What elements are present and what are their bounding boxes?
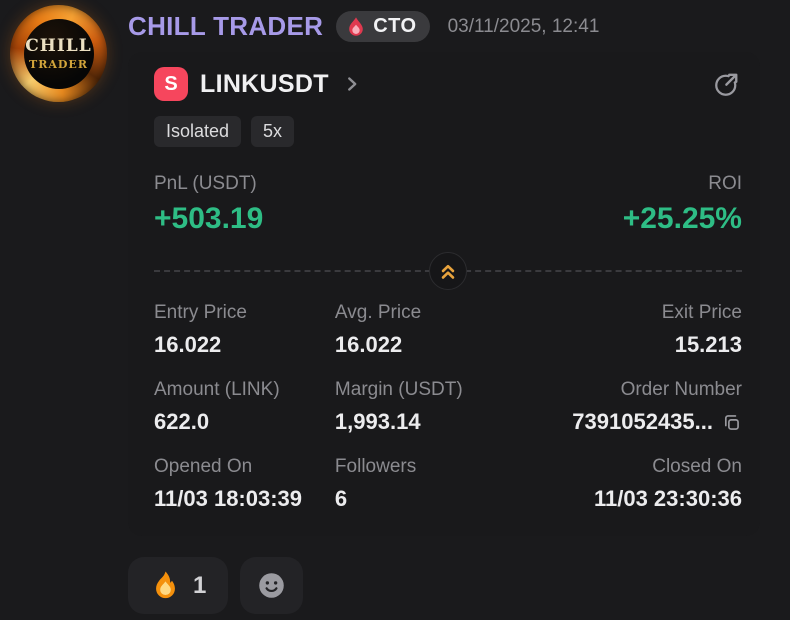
order-number-label: Order Number (620, 379, 742, 400)
margin-mode-tag: Isolated (154, 116, 242, 147)
margin-value: 1,993.14 (334, 409, 421, 434)
amount-value: 622.0 (154, 409, 210, 434)
followers-value: 6 (334, 486, 348, 511)
reaction-count: 1 (193, 571, 207, 599)
position-tags: Isolated 5x (154, 116, 742, 147)
margin-label: Margin (USDT) (334, 379, 463, 400)
pnl-value: +503.19 (154, 202, 264, 235)
amount-label: Amount (LINK) (154, 379, 280, 400)
entry-price-label: Entry Price (154, 302, 247, 323)
detail-row-amounts: Amount (LINK) 622.0 Margin (USDT) 1,993.… (154, 379, 742, 435)
leverage-tag: 5x (251, 116, 295, 147)
symbol-row: S LINKUSDT (154, 67, 742, 101)
add-reaction-button[interactable] (240, 557, 304, 614)
opened-on-value: 11/03 18:03:39 (154, 486, 303, 511)
short-side-badge: S (154, 67, 188, 101)
copy-icon[interactable] (721, 412, 742, 433)
double-chevron-up-icon (436, 259, 460, 283)
fire-reaction-button[interactable]: 1 (128, 557, 229, 614)
exit-price-label: Exit Price (661, 302, 742, 323)
cto-badge-label: CTO (373, 15, 417, 37)
avatar-text-line2: TRADER (29, 58, 88, 71)
reactions-row: 1 (128, 557, 760, 614)
roi-value: +25.25% (622, 202, 742, 235)
avatar-text-line1: CHILL (25, 36, 92, 56)
chevron-right-icon[interactable] (341, 73, 363, 95)
opened-on-label: Opened On (154, 456, 253, 477)
closed-on-label: Closed On (652, 456, 742, 477)
flame-icon (345, 16, 367, 38)
avatar-logo: CHILL TRADER (23, 18, 94, 89)
avatar[interactable]: CHILL TRADER (10, 5, 107, 102)
message-header: CHILL TRADER CTO 03/11/2025, 12:41 (128, 5, 760, 52)
detail-row-prices: Entry Price 16.022 Avg. Price 16.022 Exi… (154, 302, 742, 358)
sender-name[interactable]: CHILL TRADER (128, 11, 324, 41)
symbol-name[interactable]: LINKUSDT (200, 69, 329, 98)
avg-price-label: Avg. Price (334, 302, 422, 323)
order-number-value: 7391052435... (572, 409, 713, 434)
roi-label: ROI (708, 173, 742, 194)
message-timestamp: 03/11/2025, 12:41 (447, 15, 600, 37)
avg-price-value: 16.022 (334, 332, 403, 357)
detail-row-times: Opened On 11/03 18:03:39 Followers 6 Clo… (154, 456, 742, 512)
pnl-label: PnL (USDT) (154, 173, 257, 194)
fire-emoji-icon (150, 570, 181, 601)
smiley-icon (256, 570, 287, 601)
dashed-divider (154, 252, 742, 290)
entry-price-value: 16.022 (154, 332, 222, 357)
exit-price-value: 15.213 (674, 332, 742, 357)
cto-badge[interactable]: CTO (336, 11, 430, 42)
followers-label: Followers (334, 456, 417, 477)
trade-card: S LINKUSDT Isol (128, 52, 760, 536)
collapse-button[interactable] (429, 252, 467, 290)
closed-on-value: 11/03 23:30:36 (593, 486, 742, 511)
external-link-icon[interactable] (712, 69, 742, 99)
